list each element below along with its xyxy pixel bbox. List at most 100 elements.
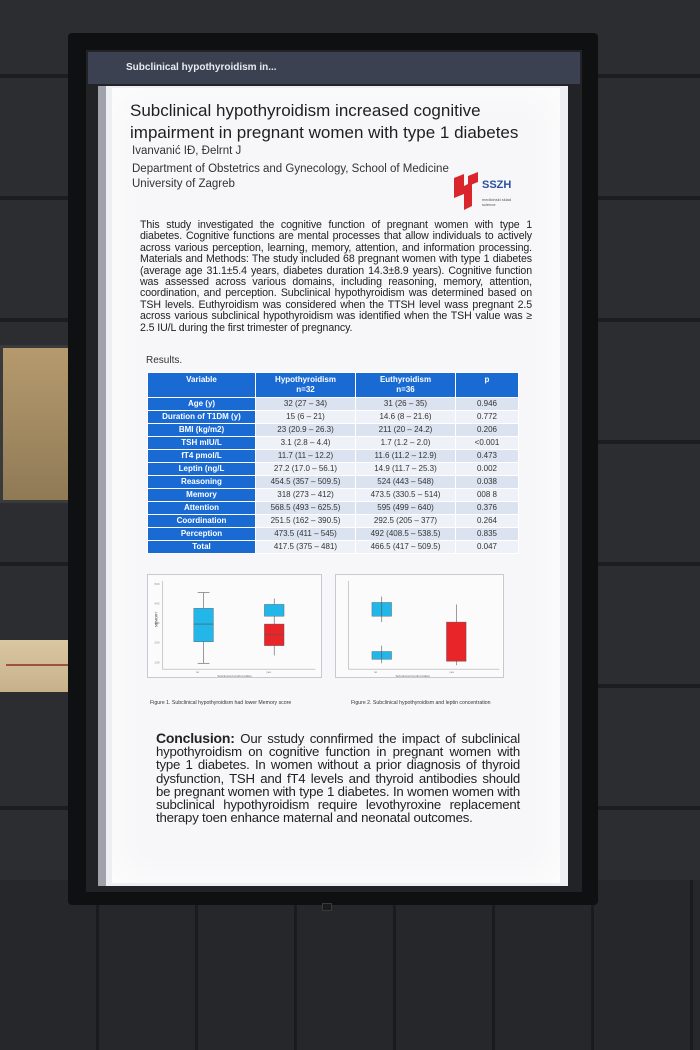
box-hypothyroid	[264, 598, 285, 656]
table-row: Total 417.5 (375 – 481) 466.5 (417 – 509.5…	[147, 540, 519, 554]
table-cell: 251.5 (162 – 390.5)	[255, 514, 356, 528]
table-cell: 0.047	[455, 540, 519, 554]
table-variable-cell: TSH mIU/L	[147, 436, 256, 450]
table-cell: 32 (27 – 34)	[255, 397, 356, 411]
table-header-cell: Hypothyroidism n=32	[255, 372, 356, 398]
poster-university: University of Zagreb	[132, 178, 235, 190]
table-cell: 292.5 (205 – 377)	[355, 514, 456, 528]
table-row: Reasoning 454.5 (357 – 509.5) 524 (443 – 5…	[147, 475, 519, 489]
table-cell: 0.946	[455, 397, 519, 411]
svg-text:400: 400	[155, 601, 160, 605]
window-title: Subclinical hypothyroidism in...	[88, 52, 580, 84]
table-row: Coordination 251.5 (162 – 390.5) 292.5 (20…	[147, 514, 519, 528]
table-cell: 473.5 (330.5 – 514)	[355, 488, 456, 502]
table-row: fT4 pmol/L 11.7 (11 – 12.2) 11.6 (11.2 – 1…	[147, 449, 519, 463]
svg-text:yes: yes	[266, 670, 271, 674]
table-header-cell: Euthyroidism n=36	[355, 372, 456, 398]
conclusion-block: Conclusion: Our sstudy connfirmed the im…	[156, 730, 520, 826]
table-variable-cell: Reasoning	[147, 475, 256, 489]
table-cell: 0.206	[455, 423, 519, 437]
table-cell: 473.5 (411 – 545)	[255, 527, 356, 541]
table-row: TSH mIU/L 3.1 (2.8 – 4.4) 1.7 (1.2 – 2.0) <…	[147, 436, 519, 450]
box-leptin-hypothyroid	[446, 604, 467, 666]
table-variable-cell: Total	[147, 540, 256, 554]
abstract-text: This study investigated the cognitive fu…	[140, 219, 532, 334]
table-cell: 568.5 (493 – 625.5)	[255, 501, 356, 515]
table-row: Attention 568.5 (493 – 625.5) 595 (499 – 6…	[147, 501, 519, 515]
table-cell: 0.835	[455, 527, 519, 541]
box-leptin-euthyroid	[371, 596, 392, 664]
results-table: Variable Hypothyroidism n=32 Euthyroidism …	[147, 372, 519, 554]
svg-text:300: 300	[155, 621, 160, 625]
table-header-row: Variable Hypothyroidism n=32 Euthyroidism …	[147, 372, 519, 398]
conclusion-text: Our sstudy connfirmed the impact of subc…	[156, 731, 520, 826]
figure-2-boxplot: no yes Subclinical hypothyroidism	[335, 574, 504, 678]
table-variable-cell: Duration of T1DM (y)	[147, 410, 256, 424]
figure-1-ylabel: MEMORY	[155, 611, 159, 627]
table-row: Perception 473.5 (411 – 545) 492 (408.5 – …	[147, 527, 519, 541]
conclusion-label: Conclusion:	[156, 730, 235, 746]
figure-1-caption: Figure 1. Subclinical hypothyroidism had…	[150, 700, 292, 706]
poster-department: Department of Obstetrics and Gynecology,…	[132, 163, 449, 175]
table-cell: 492 (408.5 – 538.5)	[355, 527, 456, 541]
figure-1-boxplot: 500 400 300 200 100 MEMORY no yes Subclinica…	[147, 574, 322, 678]
box-euthyroid	[193, 592, 214, 664]
table-cell: 3.1 (2.8 – 4.4)	[255, 436, 356, 450]
poster-title: Subclinical hypothyroidism increased cog…	[130, 101, 519, 142]
table-cell: 11.6 (11.2 – 12.9)	[355, 449, 456, 463]
figure-2-xlabel: Subclinical hypothyroidism	[395, 674, 430, 678]
table-cell: 417.5 (375 – 481)	[255, 540, 356, 554]
table-cell: 0.038	[455, 475, 519, 489]
table-cell: 1.7 (1.2 – 2.0)	[355, 436, 456, 450]
table-cell: 524 (443 – 548)	[355, 475, 456, 489]
table-row: Duration of T1DM (y) 15 (6 – 21) 14.6 (8 –…	[147, 410, 519, 424]
table-variable-cell: fT4 pmol/L	[147, 449, 256, 463]
table-cell: 0.376	[455, 501, 519, 515]
table-cell: 595 (499 – 640)	[355, 501, 456, 515]
figure-2-caption: Figure 2. Subclinical hypothyroidism and…	[351, 700, 491, 706]
table-cell: <0.001	[455, 436, 519, 450]
table-header-cell: Variable	[147, 372, 256, 398]
table-variable-cell: Coordination	[147, 514, 256, 528]
results-heading: Results.	[146, 355, 183, 366]
table-cell: 318 (273 – 412)	[255, 488, 356, 502]
table-row: BMI (kg/m2) 23 (20.9 – 26.3) 211 (20 – 24.…	[147, 423, 519, 437]
table-cell: 0.473	[455, 449, 519, 463]
table-cell: 454.5 (357 – 509.5)	[255, 475, 356, 489]
table-cell: 27.2 (17.0 – 56.1)	[255, 462, 356, 476]
ir-sensor	[322, 903, 332, 911]
table-variable-cell: Leptin (ng/L	[147, 462, 256, 476]
table-cell: 14.6 (8 – 21.6)	[355, 410, 456, 424]
svg-text:no: no	[374, 670, 378, 674]
table-variable-cell: Attention	[147, 501, 256, 515]
table-row: Memory 318 (273 – 412) 473.5 (330.5 – 514)…	[147, 488, 519, 502]
table-cell: 23 (20.9 – 26.3)	[255, 423, 356, 437]
table-cell: 211 (20 – 24.2)	[355, 423, 456, 437]
wall-lower-panels	[0, 880, 700, 1050]
table-body: Age (y) 32 (27 – 34) 31 (26 – 35) 0.946 Dura…	[147, 397, 519, 554]
table-cell: 31 (26 – 35)	[355, 397, 456, 411]
svg-text:100: 100	[155, 660, 160, 664]
table-cell: 11.7 (11 – 12.2)	[255, 449, 356, 463]
table-cell: 466.5 (417 – 509.5)	[355, 540, 456, 554]
institution-logo	[454, 172, 478, 210]
poster-authors: Ivanvanić IĐ, Đelrnt J	[132, 145, 242, 157]
figure-1-xlabel: Subclinical hypothyroidism	[217, 674, 252, 678]
logo-subtext: medicinski sklad science	[482, 197, 512, 207]
table-variable-cell: Memory	[147, 488, 256, 502]
table-cell: 0.002	[455, 462, 519, 476]
table-variable-cell: Perception	[147, 527, 256, 541]
table-cell: 008 8	[455, 488, 519, 502]
svg-text:200: 200	[155, 641, 160, 645]
table-row: Age (y) 32 (27 – 34) 31 (26 – 35) 0.946	[147, 397, 519, 411]
table-cell: 14.9 (11.7 – 25.3)	[355, 462, 456, 476]
svg-text:yes: yes	[449, 670, 454, 674]
table-cell: 0.772	[455, 410, 519, 424]
svg-text:no: no	[196, 670, 200, 674]
table-variable-cell: BMI (kg/m2)	[147, 423, 256, 437]
table-cell: 15 (6 – 21)	[255, 410, 356, 424]
logo-text: SSZH	[482, 179, 512, 191]
table-cell: 0.264	[455, 514, 519, 528]
table-header-cell: p	[455, 372, 519, 398]
svg-text:500: 500	[155, 582, 160, 586]
